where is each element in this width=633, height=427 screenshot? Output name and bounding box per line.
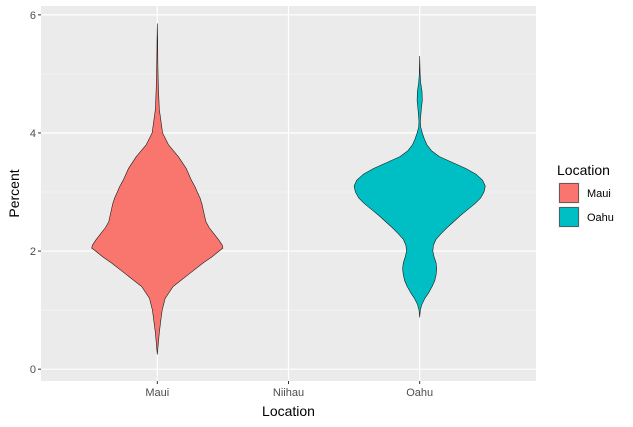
- violin-maui: [91, 23, 224, 355]
- legend: Location Maui Oahu: [557, 162, 614, 228]
- y-tick-label: 0: [30, 364, 36, 376]
- y-axis-title: Percent: [6, 169, 22, 217]
- y-tick-label: 2: [30, 246, 36, 258]
- violins: [91, 23, 486, 355]
- legend-label-oahu: Oahu: [587, 212, 614, 224]
- x-axis: Maui Niihau Oahu: [145, 381, 433, 399]
- legend-swatch-maui: [559, 183, 579, 203]
- x-tick-label: Oahu: [406, 387, 433, 399]
- y-tick-label: 4: [30, 128, 36, 140]
- legend-label-maui: Maui: [587, 188, 611, 200]
- legend-entries: Maui Oahu: [558, 182, 614, 228]
- x-tick-label: Maui: [145, 387, 169, 399]
- x-tick-label: Niihau: [273, 387, 304, 399]
- x-axis-title: Location: [262, 403, 315, 419]
- legend-title: Location: [557, 162, 610, 178]
- y-axis: 0 2 4 6: [30, 10, 41, 376]
- legend-swatch-oahu: [559, 207, 579, 227]
- y-tick-label: 6: [30, 10, 36, 22]
- violin-oahu: [353, 55, 486, 318]
